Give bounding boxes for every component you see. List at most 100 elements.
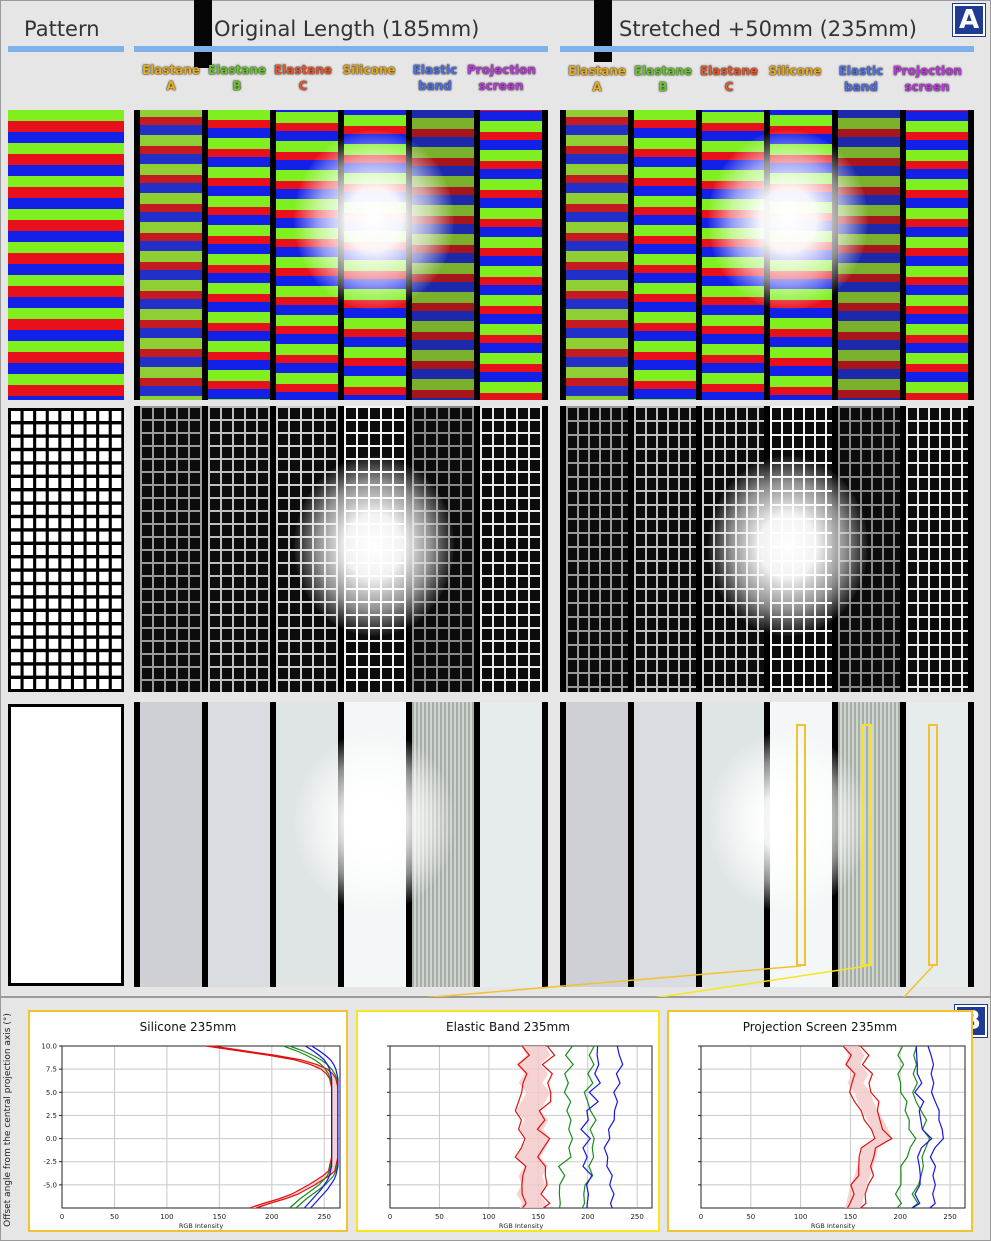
material-strip-4 [838,406,900,692]
y-tick-label: 2.5 [46,1112,57,1120]
plot-projection-screen-title: Projection Screen 235mm [742,1020,898,1034]
pattern-header-bar [8,46,124,52]
shared-y-axis-label: Offset angle from the central projection… [3,1013,13,1227]
material-strip-0 [566,702,628,987]
x-tick-label: 200 [581,1213,594,1221]
material-strip-0 [140,110,202,400]
material-strip-5 [480,702,542,987]
x-tick-label: 150 [532,1213,545,1221]
material-label-stretched-4: Elastic band [838,64,884,94]
material-strip-4 [412,110,474,400]
series-line-red [211,1045,339,1209]
material-strip-3 [770,406,832,692]
x-tick-label: 50 [110,1213,119,1221]
material-label-stretched-5: Projection screen [893,64,962,94]
material-strip-3 [344,702,406,987]
material-label-original-3: Silicone [342,63,396,77]
photo-original-grid [134,406,548,692]
material-strip-1 [634,110,696,400]
x-tick-label: 250 [943,1213,956,1221]
material-label-stretched-2: Elastane C [699,64,759,94]
y-tick-label: -5.0 [43,1181,57,1189]
x-tick-label: 0 [388,1213,392,1221]
material-strip-5 [906,110,968,400]
stretched-header-bar [560,46,974,52]
plot-silicone-title: Silicone 235mm [139,1020,237,1034]
material-strip-3 [770,702,832,987]
material-strip-1 [208,406,270,692]
material-strip-0 [566,406,628,692]
material-label-original-0: Elastane A [141,63,201,93]
plot-frame [700,1045,966,1209]
material-label-original-5: Projection screen [467,63,536,93]
panel-a-label: A [952,3,986,37]
material-strip-4 [838,702,900,987]
material-strip-0 [140,702,202,987]
x-tick-label: 150 [844,1213,857,1221]
plot-elastic-band: Elastic Band 235mm 0 50 100 150 200 250 RGB In… [356,1010,660,1232]
material-strip-1 [634,406,696,692]
material-strip-5 [480,406,542,692]
series-line-blue [580,1045,601,1209]
photo-original-rgb-stripes [134,110,548,400]
material-strip-2 [702,406,764,692]
x-tick-label: 100 [482,1213,495,1221]
photo-stretched-white [560,702,974,987]
plot-elastic-band-title: Elastic Band 235mm [446,1020,570,1034]
x-tick-label: 250 [318,1213,331,1221]
y-tick-label: 5.0 [46,1089,57,1097]
x-tick-label: 100 [794,1213,807,1221]
series-line-red [859,1045,893,1209]
x-tick-label: 200 [894,1213,907,1221]
x-tick-label: 50 [435,1213,444,1221]
material-strip-4 [412,406,474,692]
material-strip-1 [634,702,696,987]
original-header-bar [134,46,548,52]
series-line-green [894,1045,917,1209]
series-line-blue [303,1045,333,1209]
material-strip-2 [276,406,338,692]
material-label-original-1: Elastane B [207,63,267,93]
material-strip-1 [208,110,270,400]
series-band-red [842,1046,893,1208]
plot-projection-screen: Projection Screen 235mm 0 50 100 150 200 250 R… [667,1010,973,1232]
series-line-green [557,1045,575,1209]
original-length-header: Original Length (185mm) [214,17,480,41]
x-tick-label: 250 [630,1213,643,1221]
series-line-red [842,1045,876,1209]
occluder-left [194,0,212,68]
plot-frame [61,1045,341,1209]
occluder-right [594,0,612,62]
material-strip-3 [344,110,406,400]
x-tick-label: 200 [265,1213,278,1221]
pattern-header: Pattern [24,17,100,41]
x-axis-label: RGB Intensity [179,1222,224,1230]
series-line-red [514,1045,531,1209]
material-strip-2 [276,702,338,987]
photo-stretched-rgb-stripes [560,110,974,400]
y-tick-label: 7.5 [46,1066,57,1074]
material-strip-4 [838,110,900,400]
material-strip-3 [344,406,406,692]
material-strip-3 [770,110,832,400]
series-line-blue [603,1045,624,1209]
pattern-white [8,704,124,986]
x-tick-label: 100 [160,1213,173,1221]
series-line-red [536,1045,556,1209]
series-line-green [581,1045,597,1209]
y-tick-label: 0.0 [46,1135,57,1143]
material-strip-5 [906,702,968,987]
x-axis-label: RGB Intensity [499,1222,544,1230]
series-line-blue [912,1045,933,1209]
y-tick-label: 10.0 [41,1043,57,1051]
plot-silicone: Silicone 235mm 0 50 100 150 200 250 10.0 7.5 5.0… [28,1010,348,1232]
material-strip-2 [702,110,764,400]
photo-original-white [134,702,548,987]
photo-stretched-grid [560,406,974,692]
material-strip-2 [276,110,338,400]
x-axis-label: RGB Intensity [811,1222,856,1230]
x-tick-label: 0 [60,1213,64,1221]
material-strip-0 [566,110,628,400]
material-label-original-4: Elastic band [412,63,458,93]
